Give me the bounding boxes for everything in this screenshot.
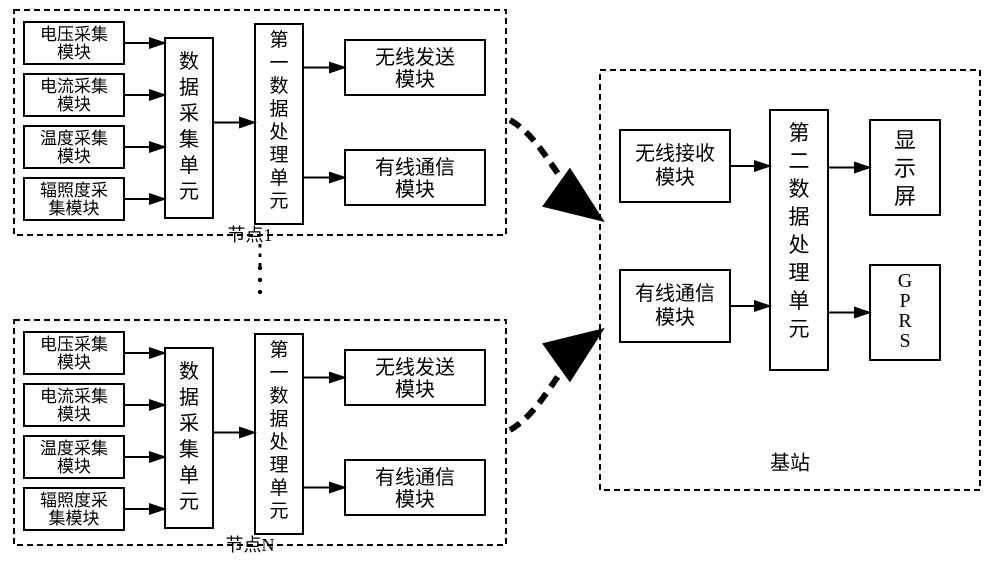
sensor-label: 辐照度采集模块 [40,181,108,218]
wired-comm-station-box [620,270,730,342]
station-label: 基站 [770,452,810,475]
display-label: 显示屏 [894,128,916,209]
system-diagram: 电压采集模块电流采集模块温度采集模块辐照度采集模块数据采集单元第一数据处理单元无… [0,0,1000,586]
sensor-label: 辐照度采集模块 [40,491,108,528]
wireless-rx-box [620,130,730,202]
gprs-label: GPRS [898,270,913,352]
link-node1-station [510,120,595,215]
nodeN-label: 节点N [226,535,275,555]
link-nodeN-station [510,335,595,430]
